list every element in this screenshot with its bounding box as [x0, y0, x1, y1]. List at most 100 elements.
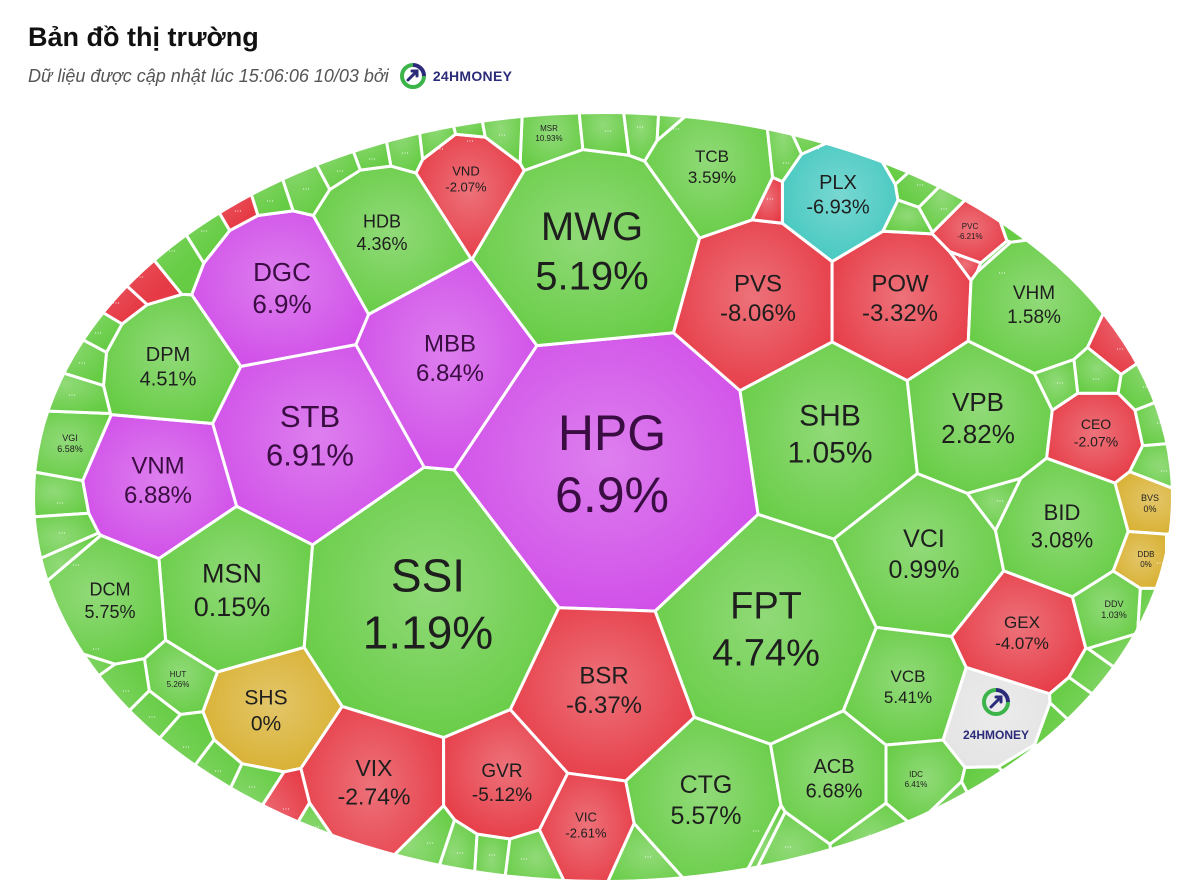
provider-logo[interactable]: 24HMONEY [399, 62, 512, 90]
change-hut: 5.26% [167, 680, 190, 689]
more-label: ... [401, 145, 409, 155]
more-label: ... [752, 823, 760, 833]
ticker-pvs: PVS [734, 270, 782, 297]
change-vpb: 2.82% [941, 419, 1015, 449]
change-ssi: 1.19% [363, 607, 493, 659]
more-label: ... [72, 557, 80, 567]
more-label: ... [782, 155, 790, 165]
change-hpg: 6.9% [555, 467, 669, 523]
more-label: ... [426, 835, 434, 845]
cell-more[interactable] [472, 832, 512, 891]
cell-more[interactable] [24, 100, 206, 297]
more-label: ... [302, 181, 310, 191]
change-bid: 3.08% [1031, 527, 1093, 552]
ticker-mwg: MWG [541, 205, 643, 249]
change-vic: -2.61% [565, 825, 607, 840]
more-label: ... [952, 817, 960, 827]
more-label: ... [672, 121, 680, 131]
cell-more[interactable] [20, 689, 182, 891]
cell-more[interactable] [1067, 646, 1190, 766]
cell-more[interactable] [20, 100, 184, 307]
change-gex: -4.07% [995, 634, 1049, 653]
more-label: ... [312, 819, 320, 829]
change-fpt: 4.74% [712, 633, 820, 675]
change-bsr: -6.37% [566, 692, 642, 719]
more-label: ... [784, 839, 792, 849]
ticker-vgi: VGI [62, 433, 78, 443]
cell-more[interactable] [20, 185, 149, 326]
more-label: ... [636, 119, 644, 129]
provider-logo-text: 24HMONEY [432, 68, 513, 84]
cell-more[interactable] [180, 762, 286, 891]
more-label: ... [1104, 679, 1112, 689]
change-ddv: 1.03% [1101, 610, 1127, 620]
cell-more[interactable] [20, 657, 151, 822]
change-ddb: 0% [1140, 560, 1152, 569]
more-label: ... [896, 155, 904, 165]
cell-more[interactable] [997, 100, 1101, 244]
cell-shine [1066, 117, 1173, 297]
change-vci: 0.99% [889, 556, 960, 584]
cell-more[interactable] [1065, 115, 1190, 299]
cell-more[interactable] [880, 100, 978, 186]
more-label: ... [200, 223, 208, 233]
more-label: ... [1056, 227, 1064, 237]
provider-logo-icon [399, 63, 426, 89]
more-label: ... [282, 801, 290, 811]
change-msr: 10.93% [535, 134, 562, 143]
cell-shine [998, 112, 1100, 243]
more-label: ... [58, 525, 66, 535]
change-vix: -2.74% [338, 783, 411, 809]
change-gvr: -5.12% [472, 785, 532, 806]
change-bvs: 0% [1143, 504, 1156, 514]
ticker-ddb: DDB [1138, 550, 1155, 559]
cell-more[interactable] [957, 100, 1067, 220]
ticker-msr: MSR [540, 124, 558, 133]
ticker-vpb: VPB [952, 387, 1004, 417]
more-label: ... [1056, 375, 1064, 385]
ticker-idc: IDC [909, 770, 923, 779]
ticker-pvc: PVC [962, 222, 979, 231]
change-mbb: 6.84% [416, 360, 484, 387]
more-label: ... [336, 163, 344, 173]
ticker-vcb: VCB [891, 667, 926, 686]
more-label: ... [92, 641, 100, 651]
change-vgi: 6.58% [57, 444, 83, 454]
more-label: ... [842, 133, 850, 143]
change-pow: -3.32% [862, 300, 938, 327]
ticker-plx: PLX [819, 172, 857, 194]
more-label: ... [182, 739, 190, 749]
ticker-shb: SHB [799, 399, 861, 432]
ticker-vnd: VND [452, 163, 479, 178]
change-vnm: 6.88% [124, 482, 192, 509]
change-idc: 6.41% [905, 780, 928, 789]
more-label: ... [112, 295, 120, 305]
more-label: ... [68, 387, 76, 397]
cell-more[interactable] [1048, 675, 1191, 835]
cell-more[interactable] [857, 100, 917, 164]
cell-more[interactable] [100, 100, 232, 265]
more-label: ... [996, 493, 1004, 503]
more-label: ... [94, 325, 102, 335]
cell-more[interactable] [151, 100, 260, 233]
change-vcb: 5.41% [884, 688, 932, 707]
more-label: ... [266, 193, 274, 203]
ticker-gex: GEX [1004, 613, 1040, 632]
more-label: ... [916, 177, 924, 187]
ticker-ctg: CTG [680, 771, 733, 799]
more-label: ... [520, 851, 528, 861]
ticker-ceo: CEO [1081, 416, 1111, 432]
ticker-pow: POW [871, 270, 929, 297]
ticker-fpt: FPT [730, 585, 802, 627]
more-label: ... [1018, 209, 1026, 219]
ticker-bsr: BSR [579, 662, 628, 689]
ticker-bid: BID [1044, 500, 1081, 525]
more-label: ... [466, 133, 474, 143]
change-pvs: -8.06% [720, 300, 796, 327]
more-label: ... [436, 141, 444, 151]
change-acb: 6.68% [806, 781, 863, 803]
cell-more[interactable] [1136, 586, 1190, 657]
more-label: ... [994, 795, 1002, 805]
more-label: ... [644, 849, 652, 859]
cell-more[interactable] [220, 100, 295, 217]
